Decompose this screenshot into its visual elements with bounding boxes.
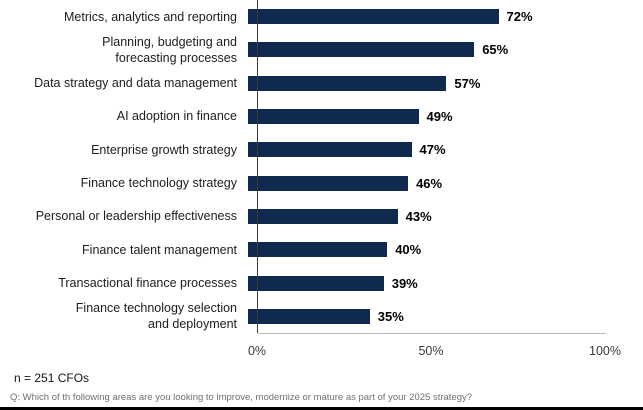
bar-row: Metrics, analytics and reporting 72% (0, 0, 643, 33)
bar-zone: 43% (247, 200, 643, 233)
value-label: 49% (426, 109, 453, 125)
value-label: 40% (395, 242, 422, 258)
category-label-text: Finance technology selection and deploym… (75, 301, 237, 332)
category-label: Planning, budgeting and forecasting proc… (0, 33, 247, 66)
question-note: Q: Which of th following areas are you l… (10, 392, 473, 403)
category-label-text: Finance talent management (82, 242, 237, 257)
category-label-text: Finance technology strategy (80, 176, 237, 190)
value-label: 43% (405, 208, 432, 224)
category-label-text: AI adoption in finance (116, 109, 237, 124)
value-label: 57% (454, 75, 481, 91)
bar-zone: 40% (247, 233, 643, 266)
bar-zone: 72% (247, 0, 643, 33)
bar (248, 75, 447, 91)
bar-row: Personal or leadership effectiveness 43% (0, 200, 643, 233)
value-label: 72% (506, 9, 533, 25)
category-label-text: Data strategy and data management (34, 76, 237, 91)
bar (248, 175, 409, 191)
bar-row: AI adoption in finance 49% (0, 100, 643, 133)
bar-row: Transactional finance processes 39% (0, 266, 643, 299)
sample-size-note: n = 251 CFOs (14, 371, 90, 385)
bar (248, 42, 475, 58)
category-label-text: Planning, budgeting and forecasting proc… (102, 34, 237, 65)
category-label: Enterprise growth strategy (0, 133, 247, 166)
x-axis-line (258, 333, 606, 334)
category-label: Personal or leadership effectiveness (0, 200, 247, 233)
bar-zone: 46% (247, 166, 643, 199)
value-label: 47% (419, 142, 446, 158)
category-label: Transactional finance processes (0, 266, 247, 299)
category-label: Data strategy and data management (0, 67, 247, 100)
bar-zone: 39% (247, 266, 643, 299)
bar (248, 9, 499, 25)
rows: Metrics, analytics and reporting 72% Pla… (0, 0, 643, 333)
bar-zone: 49% (247, 100, 643, 133)
category-label: AI adoption in finance (0, 100, 247, 133)
bar-row: Planning, budgeting and forecasting proc… (0, 33, 643, 66)
bar-row: Finance talent management 40% (0, 233, 643, 266)
value-label: 39% (391, 275, 418, 291)
bar-row: Finance technology strategy 46% (0, 166, 643, 199)
category-label-text: Enterprise growth strategy (91, 142, 237, 157)
bar-row: Enterprise growth strategy 47% (0, 133, 643, 166)
bar-zone: 47% (247, 133, 643, 166)
bar (248, 208, 398, 224)
category-label-text: Personal or leadership effectiveness (35, 209, 237, 224)
x-tick-label: 100% (589, 344, 621, 358)
category-label: Finance technology selection and deploym… (0, 300, 247, 333)
bar (248, 109, 419, 125)
bar-row: Data strategy and data management 57% (0, 67, 643, 100)
bar-zone: 65% (247, 33, 643, 66)
category-label: Finance technology strategy (0, 166, 247, 199)
category-label: Metrics, analytics and reporting (0, 0, 247, 33)
category-label: Finance talent management (0, 233, 247, 266)
y-axis-line (257, 0, 258, 333)
bar (248, 275, 384, 291)
category-label-text: Metrics, analytics and reporting (64, 9, 237, 24)
value-label: 46% (416, 175, 443, 191)
bar-zone: 35% (247, 300, 643, 333)
x-tick-label: 50% (418, 344, 444, 358)
bar-zone: 57% (247, 67, 643, 100)
bar (248, 142, 412, 158)
value-label: 65% (482, 42, 509, 58)
bar (248, 242, 388, 258)
value-label: 35% (377, 308, 404, 324)
bar-row: Finance technology selection and deploym… (0, 300, 643, 333)
category-label-text: Transactional finance processes (58, 275, 237, 290)
bar (248, 308, 370, 324)
x-tick-label: 0% (247, 344, 267, 358)
